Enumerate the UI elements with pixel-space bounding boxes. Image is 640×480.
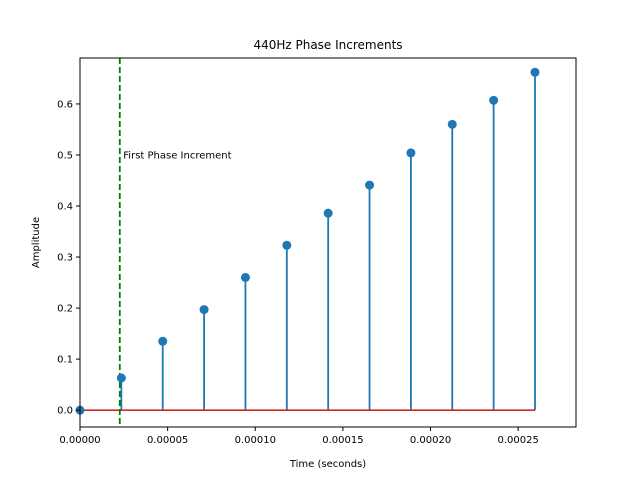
y-axis: 0.0 0.1 0.2 0.3 0.4 0.5 0.6 (57, 99, 80, 417)
x-tick-label: 0.00020 (410, 435, 451, 446)
y-tick-label: 0.5 (57, 150, 73, 161)
data-point-marker (530, 67, 540, 77)
y-tick-label: 0.2 (57, 304, 73, 315)
y-tick-label: 0.4 (57, 202, 73, 213)
x-tick-label: 0.00010 (235, 435, 276, 446)
data-point-marker (158, 336, 168, 346)
y-axis-label: Amplitude (31, 217, 42, 268)
data-point-marker (447, 119, 457, 129)
x-tick-label: 0.00025 (497, 435, 538, 446)
annotation-label: First Phase Increment (123, 150, 231, 161)
data-point-marker (365, 180, 375, 190)
data-point-marker (282, 240, 292, 250)
y-tick-label: 0.0 (57, 406, 73, 417)
x-tick-label: 0.00000 (59, 435, 100, 446)
axes-frame (79, 57, 577, 428)
data-point-marker (199, 305, 209, 315)
x-tick-label: 0.00005 (147, 435, 188, 446)
x-tick-label: 0.00015 (322, 435, 363, 446)
plot-layer (75, 58, 540, 427)
chart-title: 440Hz Phase Increments (253, 38, 402, 52)
data-point-marker (240, 272, 250, 282)
y-tick-label: 0.3 (57, 253, 73, 264)
y-tick-label: 0.1 (57, 355, 73, 366)
x-axis-label: Time (seconds) (289, 459, 366, 470)
x-axis: 0.00000 0.00005 0.00010 0.00015 0.00020 0.000… (59, 427, 539, 446)
data-point-marker (489, 95, 499, 105)
y-tick-label: 0.6 (57, 99, 73, 110)
data-point-marker (406, 148, 416, 158)
data-point-marker (323, 208, 333, 218)
data-point-marker (116, 373, 126, 383)
